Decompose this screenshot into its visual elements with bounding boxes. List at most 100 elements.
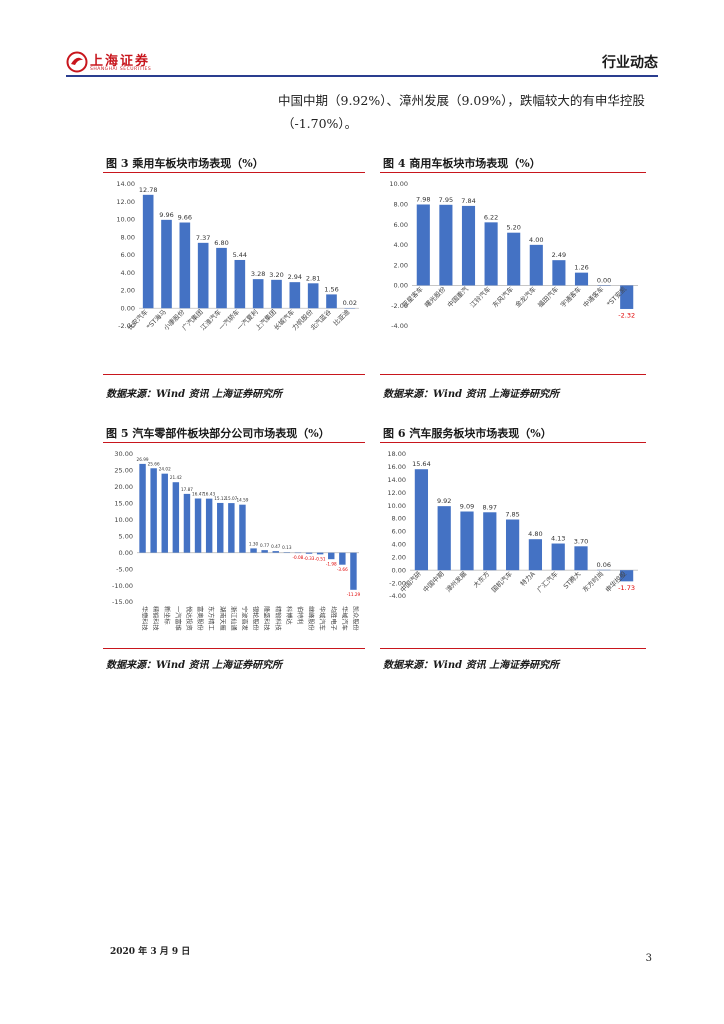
figure-4-bottom-rule xyxy=(380,374,646,375)
data-label: 1.56 xyxy=(324,285,338,293)
category-label: 银轮股份 xyxy=(252,606,260,632)
y-tick-label: 15.00 xyxy=(114,500,133,508)
category-label: 悦达投资 xyxy=(185,606,193,631)
y-tick-label: 4.00 xyxy=(392,541,406,549)
data-label: 3.70 xyxy=(574,537,588,545)
data-label: 7.85 xyxy=(505,511,519,519)
figure-4-title: 图 4 商用车板块市场表现（%） xyxy=(383,157,541,170)
bar xyxy=(217,502,224,553)
y-tick-label: -4.00 xyxy=(391,322,408,330)
category-label: 精锻科技 xyxy=(274,606,282,631)
data-label: -0.51 xyxy=(315,557,326,562)
category-label: 精锻科技 xyxy=(152,606,160,631)
category-label: 东方时尚 xyxy=(580,569,605,594)
bar xyxy=(250,548,257,553)
figure-4-top-rule xyxy=(380,172,646,173)
bar xyxy=(414,469,429,571)
logo-text-cn: 上海证券 xyxy=(90,54,151,69)
category-label: 浙江仙通 xyxy=(229,606,237,631)
figure-4-chart: -4.00-2.000.002.004.006.008.0010.007.98亚… xyxy=(389,180,638,330)
y-tick-label: 14.00 xyxy=(116,180,135,188)
category-label: 一汽富维 xyxy=(174,606,182,631)
data-label: -0.33 xyxy=(304,556,315,561)
bar xyxy=(228,503,235,553)
figure-5-chart: -15.00 -10.00 -5.00 0.00 5.00 10.00 15.00 20.00… xyxy=(112,450,361,632)
category-label: 隆盛科技 xyxy=(263,606,271,631)
y-tick-label: -2.00 xyxy=(391,302,408,310)
data-label: 3.20 xyxy=(269,271,283,279)
data-label: 2.49 xyxy=(552,251,566,259)
bar xyxy=(183,493,191,553)
figure-5-source: 数据来源：Wind 资讯 上海证券研究所 xyxy=(106,660,283,671)
y-tick-label: 6.00 xyxy=(394,221,408,229)
category-label: 东风汽车 xyxy=(490,284,515,309)
bar xyxy=(261,550,268,553)
logo-text-en: SHANGHAI SECURITIES xyxy=(90,67,152,72)
y-tick-label: -4.00 xyxy=(389,592,406,600)
data-label: 12.78 xyxy=(139,186,158,194)
y-tick-label: 10.00 xyxy=(389,180,408,188)
bar xyxy=(507,232,521,286)
bar xyxy=(339,552,346,565)
category-label: 江铃汽车 xyxy=(468,284,493,309)
category-label: 东方精工 xyxy=(207,606,215,631)
category-label: 北汽蓝谷 xyxy=(308,307,333,332)
data-label: -3.66 xyxy=(337,567,348,572)
data-label: 5.20 xyxy=(506,224,520,232)
bar xyxy=(172,482,180,553)
y-tick-label: 12.00 xyxy=(116,198,135,206)
data-label: 1.26 xyxy=(574,264,588,272)
y-tick-label: -10.00 xyxy=(112,582,133,590)
data-label: 26.99 xyxy=(137,457,149,462)
y-tick-label: 16.00 xyxy=(387,463,406,471)
category-label: 华懋科技 xyxy=(141,606,149,631)
bar xyxy=(205,498,213,553)
data-label: 9.66 xyxy=(178,214,192,222)
data-label: 0.06 xyxy=(597,561,611,569)
y-tick-label: 10.00 xyxy=(116,216,135,224)
bar xyxy=(505,519,520,571)
data-label: -1.73 xyxy=(618,584,635,592)
category-label: 均胜电子 xyxy=(329,606,337,631)
data-label: 16.47 xyxy=(192,491,204,496)
y-tick-label: 2.00 xyxy=(121,287,135,295)
y-tick-label: 10.00 xyxy=(114,516,133,524)
body-text-line-2: （-1.70%）。 xyxy=(282,116,358,131)
data-label: 0.00 xyxy=(597,276,611,284)
data-label: 6.80 xyxy=(214,239,228,247)
bar xyxy=(620,285,634,309)
data-label: -2.32 xyxy=(618,311,635,319)
data-label: 4.80 xyxy=(528,530,542,538)
data-label: 15.64 xyxy=(412,460,431,468)
data-label: 3.28 xyxy=(251,270,265,278)
bar xyxy=(437,506,451,571)
data-label: 0.13 xyxy=(282,545,292,550)
section-title: 行业动态 xyxy=(602,55,658,71)
y-tick-label: 4.00 xyxy=(394,241,408,249)
data-label: 21.42 xyxy=(170,475,182,480)
bar xyxy=(216,247,227,309)
category-label: 湖南天雁 xyxy=(218,606,226,631)
y-tick-label: 2.00 xyxy=(394,261,408,269)
data-label: 2.94 xyxy=(288,273,302,281)
bar xyxy=(551,543,565,571)
figure-3-bottom-rule xyxy=(103,374,365,375)
y-tick-label: -5.00 xyxy=(116,565,133,573)
data-label: 7.37 xyxy=(196,234,210,242)
bar xyxy=(316,552,324,555)
y-tick-label: 25.00 xyxy=(114,467,133,475)
data-label: 24.02 xyxy=(159,467,171,472)
bar xyxy=(307,283,319,309)
category-label: 华域汽车 xyxy=(318,606,326,631)
bar xyxy=(483,512,497,571)
bar xyxy=(179,222,191,309)
category-label: 国机汽车 xyxy=(489,569,514,594)
report-date: 2020 年 3 月 9 日 xyxy=(110,947,191,957)
category-label: 特力A xyxy=(518,569,537,588)
data-label: -1.98 xyxy=(326,561,337,566)
data-label: 0.02 xyxy=(343,299,357,307)
bar xyxy=(194,498,202,553)
y-tick-label: 18.00 xyxy=(387,450,406,458)
category-label: 中国重汽 xyxy=(445,284,470,309)
y-tick-label: 8.00 xyxy=(394,200,408,208)
